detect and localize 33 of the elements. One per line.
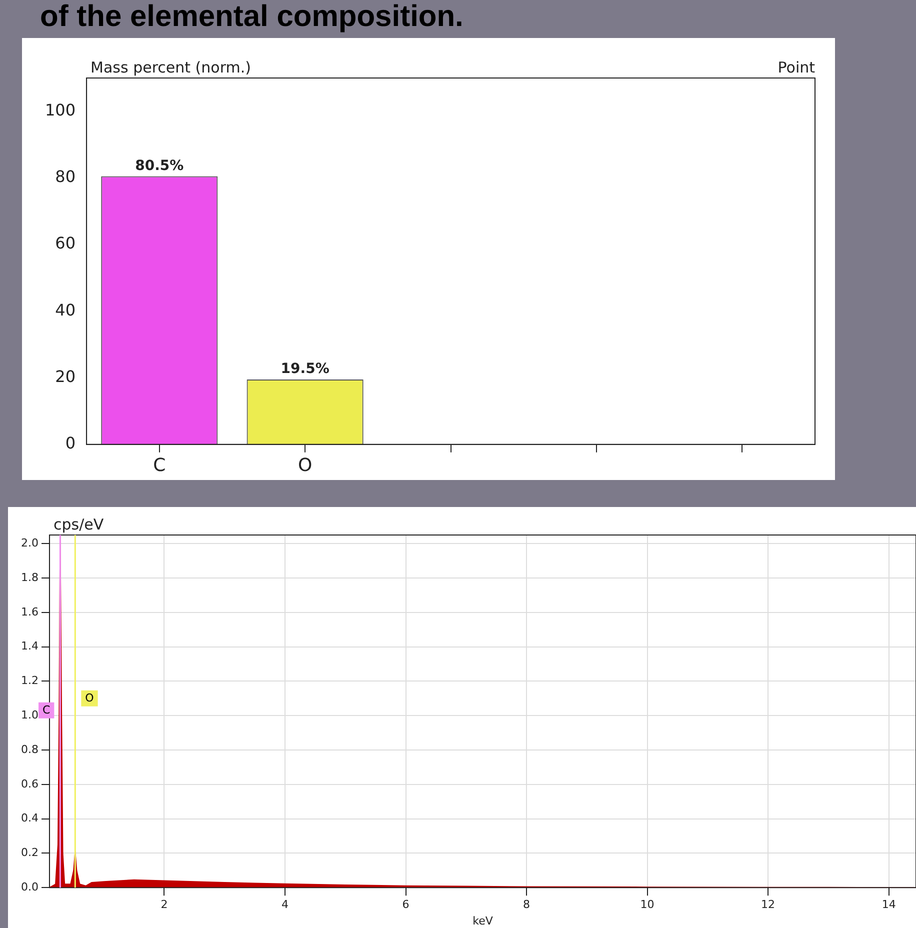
- y-tick-label: 2.0: [20, 536, 38, 550]
- ref-line-label: O: [85, 691, 94, 704]
- y-tick-label: 60: [55, 234, 76, 253]
- y-tick-label: 80: [55, 167, 76, 186]
- y-tick-label: 0: [65, 434, 76, 453]
- x-tick-label: 8: [523, 898, 530, 912]
- y-tick-label: 100: [44, 100, 76, 120]
- y-tick-label: 0.6: [20, 777, 38, 790]
- x-axis-title: keV: [472, 914, 494, 928]
- y-tick-label: 1.0: [20, 708, 38, 722]
- x-tick-label: 14: [882, 898, 896, 912]
- y-axis-title: Mass percent (norm.): [90, 58, 251, 76]
- text: Point: [778, 58, 816, 76]
- ref-line-label: C: [42, 703, 50, 716]
- chart-title: of the elemental composition.: [40, 0, 464, 34]
- y-tick-label: 1.6: [20, 605, 38, 618]
- y-tick-label: 20: [55, 366, 76, 386]
- y-tick-label: 0.8: [20, 742, 38, 756]
- y-tick-label: 0.0: [20, 880, 38, 894]
- data-label: 19.5%: [280, 361, 330, 378]
- x-tick-label: 6: [402, 898, 410, 912]
- x-tick-label: 2: [160, 898, 168, 912]
- y-axis-title: cps/eV: [53, 515, 104, 534]
- y-tick-label: 40: [55, 300, 76, 320]
- y-tick-label: 0.4: [20, 812, 38, 825]
- y-tick-label: 1.4: [20, 640, 38, 653]
- y-tick-label: 1.8: [20, 570, 38, 584]
- x-tick-label: 12: [761, 898, 776, 912]
- data-label: 80.5%: [135, 158, 184, 174]
- y-tick-label: 0.2: [20, 846, 38, 860]
- x-tick-label: 10: [640, 898, 654, 912]
- x-tick-label: 4: [281, 898, 288, 912]
- y-tick-label: 1.2: [20, 674, 38, 688]
